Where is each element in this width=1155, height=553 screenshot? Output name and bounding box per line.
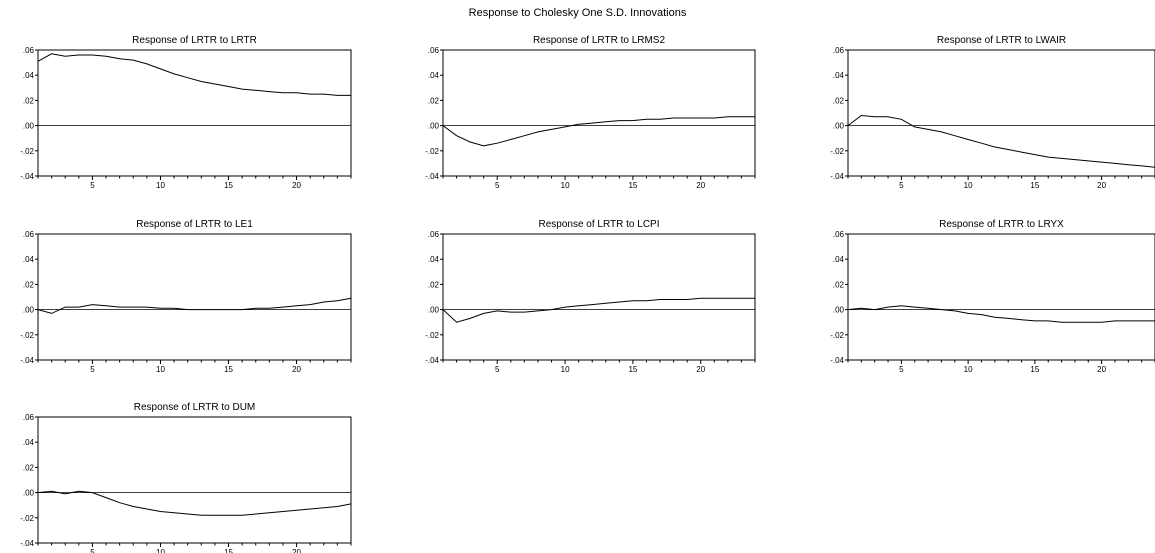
y-tick-label: -.02 — [425, 331, 439, 340]
x-tick-label: 20 — [696, 365, 705, 374]
y-tick-label: -.04 — [830, 172, 844, 181]
x-tick-label: 10 — [156, 548, 165, 553]
response-line — [442, 116, 755, 147]
y-tick-label: -.04 — [830, 356, 844, 365]
panel-title: Response of LRTR to LCPI — [539, 219, 660, 230]
x-tick-label: 15 — [224, 548, 233, 553]
y-tick-label: .06 — [833, 230, 845, 239]
x-tick-label: 5 — [899, 365, 904, 374]
y-tick-label: .06 — [23, 413, 35, 422]
y-tick-label: .06 — [833, 46, 845, 55]
y-tick-label: .06 — [428, 230, 440, 239]
y-tick-label: .02 — [23, 96, 35, 105]
panel-title: Response of LRTR to LRYX — [939, 219, 1064, 230]
y-tick-label: .06 — [23, 46, 35, 55]
y-tick-label: .00 — [23, 489, 35, 498]
x-tick-label: 5 — [90, 548, 95, 553]
y-tick-label: -.02 — [830, 331, 844, 340]
y-tick-label: -.02 — [20, 147, 34, 156]
x-tick-label: 15 — [628, 365, 637, 374]
response-line — [37, 53, 351, 96]
y-tick-label: .06 — [23, 230, 35, 239]
y-tick-label: -.04 — [20, 172, 34, 181]
x-tick-label: 15 — [628, 181, 637, 190]
response-line — [37, 490, 352, 516]
y-tick-label: -.02 — [830, 147, 844, 156]
x-tick-label: 10 — [964, 365, 973, 374]
response-line — [37, 297, 352, 314]
panel-frame — [847, 233, 1155, 361]
x-tick-label: 15 — [224, 365, 233, 374]
y-tick-label: .06 — [428, 46, 440, 55]
x-tick-label: 5 — [899, 181, 904, 190]
x-tick-label: 5 — [495, 365, 500, 374]
y-tick-label: .02 — [428, 280, 440, 289]
y-tick-label: -.04 — [20, 356, 34, 365]
y-tick-label: .00 — [23, 306, 35, 315]
y-tick-label: .04 — [23, 71, 35, 80]
figure-title: Response to Cholesky One S.D. Innovation… — [468, 7, 687, 19]
panel-frame — [442, 233, 756, 361]
panel-title: Response of LRTR to DUM — [134, 402, 256, 413]
x-tick-label: 15 — [224, 181, 233, 190]
x-tick-label: 10 — [156, 181, 165, 190]
y-tick-label: .04 — [833, 255, 845, 264]
x-tick-label: 20 — [696, 181, 705, 190]
panel-frame — [37, 49, 352, 177]
y-tick-label: .02 — [833, 96, 845, 105]
y-tick-label: .02 — [833, 280, 845, 289]
y-tick-label: .00 — [833, 306, 845, 315]
y-tick-label: .00 — [23, 122, 35, 131]
x-tick-label: 5 — [495, 181, 500, 190]
x-tick-label: 5 — [90, 181, 95, 190]
y-tick-label: -.02 — [20, 514, 34, 523]
panel-title: Response of LRTR to LRMS2 — [533, 35, 666, 46]
y-tick-label: .04 — [428, 255, 440, 264]
panel-title: Response of LRTR to LE1 — [136, 219, 253, 230]
y-tick-label: -.02 — [20, 331, 34, 340]
y-tick-label: .00 — [833, 122, 845, 131]
response-line — [847, 305, 1155, 323]
y-tick-label: .02 — [428, 96, 440, 105]
panel-title: Response of LRTR to LRTR — [132, 35, 257, 46]
y-tick-label: .02 — [23, 280, 35, 289]
x-tick-label: 15 — [1030, 365, 1039, 374]
x-tick-label: 10 — [561, 365, 570, 374]
x-tick-label: 15 — [1030, 181, 1039, 190]
x-tick-label: 10 — [964, 181, 973, 190]
panel-frame — [37, 416, 352, 544]
y-tick-label: .04 — [23, 438, 35, 447]
panel-title: Response of LRTR to LWAIR — [937, 35, 1066, 46]
y-tick-label: .00 — [428, 306, 440, 315]
response-line — [442, 297, 755, 323]
y-tick-label: -.02 — [425, 147, 439, 156]
x-tick-label: 10 — [561, 181, 570, 190]
y-tick-label: .04 — [23, 255, 35, 264]
x-tick-label: 20 — [292, 548, 301, 553]
y-tick-label: .02 — [23, 463, 35, 472]
y-tick-label: .04 — [833, 71, 845, 80]
x-tick-label: 20 — [292, 365, 301, 374]
y-tick-label: .04 — [428, 71, 440, 80]
panel-frame — [37, 233, 352, 361]
x-tick-label: 10 — [156, 365, 165, 374]
y-tick-label: -.04 — [425, 356, 439, 365]
panel-frame — [442, 49, 756, 177]
response-line — [847, 114, 1155, 168]
y-tick-label: .00 — [428, 122, 440, 131]
x-tick-label: 20 — [1097, 181, 1106, 190]
x-tick-label: 5 — [90, 365, 95, 374]
x-tick-label: 20 — [1097, 365, 1106, 374]
x-tick-label: 20 — [292, 181, 301, 190]
y-tick-label: -.04 — [425, 172, 439, 181]
y-tick-label: -.04 — [20, 539, 34, 548]
panel-frame — [847, 49, 1155, 177]
